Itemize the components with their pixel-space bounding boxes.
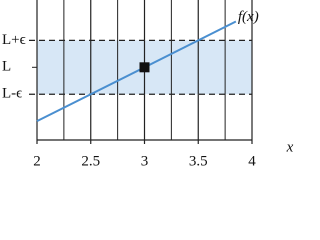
x-tick-label: 3 [141, 153, 149, 169]
line [36, 20, 237, 123]
y-tick-label: L+ϵ [2, 32, 26, 48]
point [139, 62, 150, 73]
y-tick-label: L [2, 59, 11, 75]
x-tick-label: 2.5 [81, 153, 100, 169]
series-label: f(x) [238, 9, 259, 25]
y-tick-label: L-ϵ [2, 86, 22, 102]
chart: x 2 2.5 3 3.5 4 L-ϵ L L+ϵ f(x) [2, 0, 294, 169]
x-axis-label: x [286, 139, 294, 155]
x-tick-label: 4 [248, 153, 256, 169]
x-tick-label: 3.5 [189, 153, 208, 169]
x-tick-label: 2 [33, 153, 41, 169]
